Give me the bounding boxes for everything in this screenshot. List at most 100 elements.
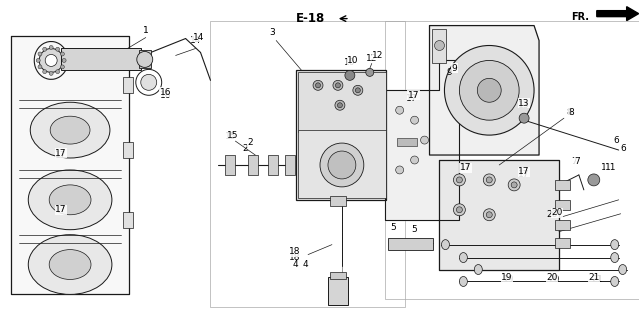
Bar: [211, 21, 404, 307]
Text: 17: 17: [56, 149, 67, 158]
Circle shape: [453, 174, 465, 186]
Text: 1: 1: [143, 26, 148, 35]
Text: 11: 11: [605, 163, 616, 173]
Polygon shape: [596, 7, 639, 21]
Circle shape: [456, 207, 462, 213]
Text: 13: 13: [518, 99, 530, 108]
Circle shape: [56, 70, 60, 74]
Text: 13: 13: [518, 101, 530, 110]
Bar: [61, 48, 141, 70]
Text: 10: 10: [347, 56, 358, 65]
Text: 20: 20: [548, 275, 559, 284]
Bar: [388, 238, 433, 249]
Text: 5: 5: [390, 223, 396, 232]
Text: E-18: E-18: [296, 12, 324, 25]
Bar: [555, 200, 570, 210]
Text: 7: 7: [571, 158, 577, 167]
Text: 1: 1: [143, 26, 148, 35]
Circle shape: [420, 136, 429, 144]
Bar: [123, 78, 133, 93]
Bar: [298, 130, 386, 198]
Bar: [330, 196, 346, 206]
Circle shape: [137, 51, 153, 67]
Circle shape: [483, 209, 495, 221]
Circle shape: [477, 78, 501, 102]
Circle shape: [49, 71, 53, 75]
Bar: [285, 155, 295, 175]
Text: 19: 19: [501, 273, 513, 282]
Circle shape: [313, 80, 323, 90]
Ellipse shape: [28, 170, 112, 230]
Text: 16: 16: [160, 88, 172, 97]
Text: 9: 9: [447, 68, 452, 77]
Ellipse shape: [49, 185, 91, 215]
Circle shape: [60, 65, 65, 69]
Text: 15: 15: [225, 132, 236, 141]
Text: 4: 4: [292, 260, 298, 269]
Ellipse shape: [30, 102, 110, 158]
Circle shape: [38, 52, 42, 56]
Bar: [330, 271, 346, 279]
Circle shape: [519, 113, 529, 123]
Circle shape: [141, 74, 157, 90]
Circle shape: [328, 151, 356, 179]
Text: 6: 6: [621, 144, 627, 152]
Circle shape: [396, 106, 404, 114]
Text: 7: 7: [574, 158, 580, 167]
Text: 16: 16: [160, 91, 172, 100]
Bar: [248, 155, 259, 175]
Bar: [139, 50, 151, 68]
Polygon shape: [12, 35, 129, 294]
Text: 5: 5: [412, 225, 417, 234]
Bar: [555, 180, 570, 190]
Text: 17: 17: [56, 205, 67, 214]
Ellipse shape: [474, 264, 483, 274]
Circle shape: [353, 85, 363, 95]
Polygon shape: [440, 160, 559, 270]
Circle shape: [366, 68, 374, 76]
Circle shape: [508, 179, 520, 191]
Ellipse shape: [49, 249, 91, 279]
Circle shape: [396, 166, 404, 174]
Circle shape: [56, 47, 60, 51]
Text: 17: 17: [406, 94, 417, 103]
Text: 9: 9: [452, 64, 458, 73]
Text: 17: 17: [460, 163, 471, 173]
Circle shape: [45, 55, 57, 66]
Polygon shape: [429, 26, 539, 155]
Text: FR.: FR.: [571, 11, 589, 22]
Bar: [431, 29, 447, 63]
Bar: [555, 220, 570, 230]
Text: 6: 6: [614, 136, 620, 145]
Circle shape: [486, 212, 492, 218]
Ellipse shape: [611, 277, 619, 286]
Text: 15: 15: [227, 130, 238, 140]
Circle shape: [460, 60, 519, 120]
Text: 20: 20: [551, 208, 563, 217]
Text: 4: 4: [302, 260, 308, 269]
Text: 14: 14: [193, 33, 204, 42]
Circle shape: [444, 46, 534, 135]
Circle shape: [435, 41, 444, 50]
Circle shape: [38, 65, 42, 69]
Circle shape: [316, 83, 321, 88]
Ellipse shape: [28, 235, 112, 294]
Text: 20: 20: [547, 210, 557, 219]
Text: 17: 17: [518, 167, 530, 176]
Bar: [385, 21, 639, 300]
Circle shape: [62, 58, 66, 63]
Circle shape: [36, 58, 40, 63]
Circle shape: [355, 88, 360, 93]
Circle shape: [43, 70, 47, 74]
Text: 14: 14: [190, 36, 201, 45]
Circle shape: [320, 143, 364, 187]
Text: 17: 17: [408, 91, 419, 100]
Bar: [397, 138, 417, 146]
Text: 17: 17: [518, 170, 530, 179]
Circle shape: [39, 48, 63, 72]
Ellipse shape: [619, 264, 627, 274]
Bar: [296, 70, 386, 200]
Circle shape: [337, 103, 342, 108]
Circle shape: [49, 46, 53, 49]
Circle shape: [335, 100, 345, 110]
